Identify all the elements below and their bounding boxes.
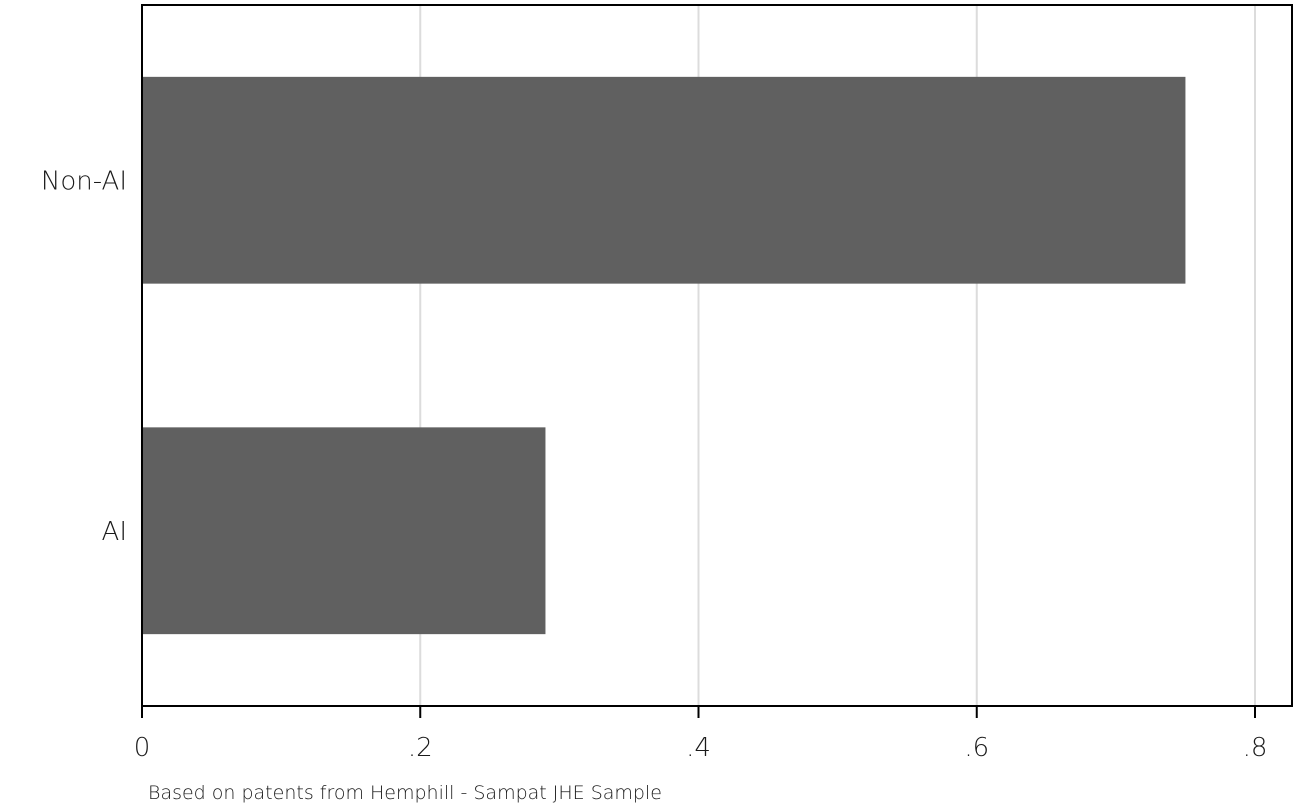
x-tick-label-4: .8 [1243, 733, 1268, 763]
y-axis-category-labels: Non-AI AI [41, 166, 127, 547]
x-tick-label-1: .2 [408, 733, 433, 763]
bars [142, 76, 1186, 635]
x-tick-label-3: .6 [964, 733, 989, 763]
bar-non-ai [142, 76, 1186, 284]
category-label-non-ai: Non-AI [41, 166, 127, 196]
x-tick-label-2: .4 [686, 733, 711, 763]
x-axis-ticks: 0 .2 .4 .6 .8 [134, 706, 1268, 763]
category-label-ai: AI [102, 517, 127, 547]
x-tick-label-0: 0 [134, 733, 151, 763]
bar-ai [142, 427, 546, 635]
chart-note: Based on patents from Hemphill - Sampat … [148, 782, 662, 804]
